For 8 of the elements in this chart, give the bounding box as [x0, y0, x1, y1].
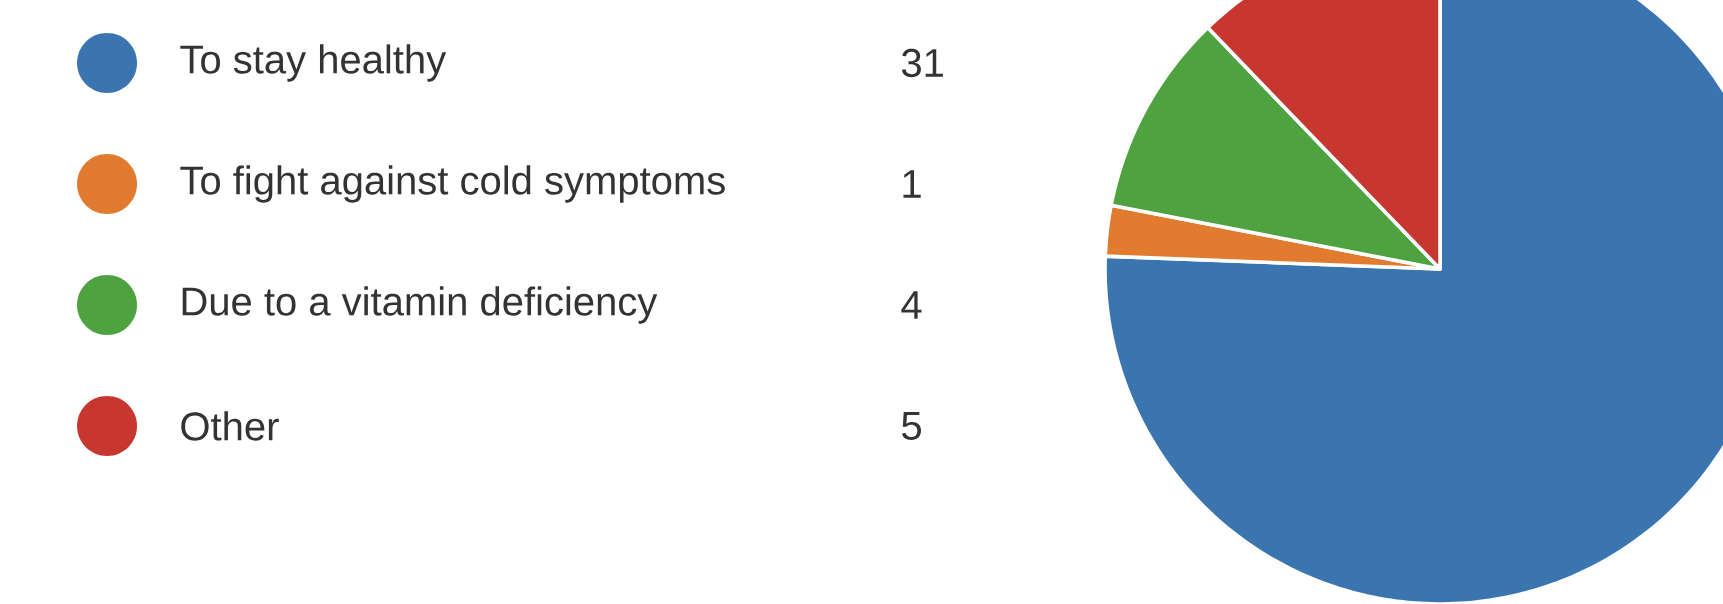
- data-label: 31: [901, 48, 943, 78]
- legend-label: To stay healthy: [180, 44, 447, 82]
- data-label: 1: [903, 170, 921, 198]
- data-label: 4: [901, 291, 922, 319]
- legend-label: Other: [181, 411, 279, 441]
- legend-label: To fight against cold symptoms: [180, 165, 725, 203]
- legend-label: Due to a vitamin deficiency: [182, 286, 658, 324]
- data-label: 5: [902, 412, 921, 440]
